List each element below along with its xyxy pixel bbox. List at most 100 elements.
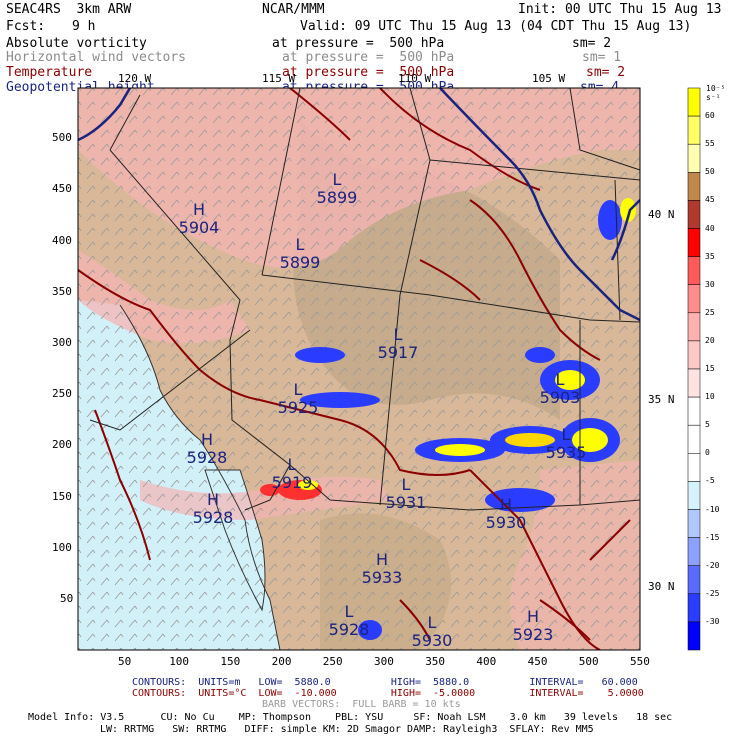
x-tick-label: 450 (527, 655, 548, 668)
init-time: Init: 00 UTC Thu 15 Aug 13 (518, 2, 722, 17)
pressure-center-value: 5899 (280, 253, 321, 272)
pressure-center-type: H (193, 200, 205, 219)
colorbar-level-label: 10 (705, 392, 715, 402)
forecast-label: Fcst: (6, 19, 46, 34)
colorbar-swatch (687, 312, 701, 342)
pressure-center-type: H (376, 550, 388, 569)
pressure-center-type: H (201, 430, 213, 449)
colorbar-level-label: -15 (705, 532, 720, 542)
colorbar-level-label: 50 (705, 167, 715, 177)
pressure-center-type: L (428, 613, 437, 632)
pressure-center-type: L (394, 325, 403, 344)
x-tick-label: 50 (118, 655, 132, 668)
pressure-center-value: 5935 (546, 443, 587, 462)
pressure-center-type: L (556, 370, 565, 389)
pressure-center-value: 5930 (412, 631, 453, 650)
organization: NCAR/MMM (262, 2, 325, 17)
colorbar-swatch (687, 284, 701, 314)
convection-cells (260, 198, 636, 640)
colorbar-swatch (687, 228, 701, 257)
y-tick-label: 500 (52, 131, 72, 145)
colorbar-swatch (687, 509, 701, 538)
pressure-center-type: L (562, 425, 571, 444)
colorbar-swatch (687, 340, 701, 370)
x-tick-label: 550 (630, 655, 650, 668)
colorbar-level-label: 15 (705, 364, 715, 373)
pressure-center-type: L (288, 455, 297, 474)
pressure-center-value: 5923 (513, 625, 554, 644)
colorbar-swatch (687, 368, 701, 398)
longitude-label-115w: 115 W (262, 72, 296, 85)
y-tick-label: 450 (52, 182, 72, 196)
pressure-center-value: 5933 (362, 568, 403, 587)
latitude-label-30n: 30 N (648, 580, 675, 593)
colorbar-swatch (687, 621, 701, 651)
pressure-center-value: 5899 (317, 188, 358, 207)
pressure-center-value: 5919 (272, 473, 313, 492)
colorbar-level-label: 25 (705, 307, 715, 317)
longitude-label-110w: 110 W (398, 72, 432, 85)
pressure-center-value: 5931 (386, 493, 427, 512)
latitude-label-40n: 40 N (648, 208, 675, 221)
baja-coastline (204, 469, 266, 612)
field-smooth-vorticity: sm= 2 (572, 36, 612, 51)
pressure-center-type: L (333, 170, 342, 189)
pressure-center-value: 5903 (540, 388, 581, 407)
height-contour-info: CONTOURS: UNITS=m LOW= 5880.0 HIGH= 5880… (132, 677, 638, 688)
coastline (119, 304, 281, 650)
model-info-line-1: Model Info: V3.5 CU: No Cu MP: Thompson … (28, 712, 673, 723)
colorbar-swatch (687, 115, 701, 145)
pressure-center-type: L (402, 475, 411, 494)
colorbar-level-label: 20 (705, 335, 715, 345)
colorbar-swatch (687, 593, 701, 623)
colorbar-level-label: -20 (705, 560, 720, 570)
y-tick-label: 50 (60, 592, 74, 605)
valid-time: Valid: 09 UTC Thu 15 Aug 13 (04 CDT Thu … (300, 19, 692, 34)
x-tick-label: 400 (476, 655, 497, 668)
colorbar-level-label: 30 (705, 279, 715, 289)
colorbar-level-label: 35 (705, 251, 715, 261)
pressure-center-type: L (296, 235, 305, 254)
y-tick-label: 350 (52, 284, 72, 298)
field-level-vorticity: at pressure = 500 hPa (272, 36, 445, 51)
temperature-contour-info: CONTOURS: UNITS=°C LOW= -10.000 HIGH= -5… (132, 688, 644, 699)
colorbar-level-label: 55 (705, 139, 715, 149)
pressure-center-type: L (345, 602, 354, 621)
colorbar-swatch (687, 200, 701, 229)
y-tick-label: 400 (52, 233, 72, 247)
pressure-center-type: H (527, 607, 539, 626)
colorbar-swatch (687, 143, 701, 173)
colorbar-units: 10⁻⁵ s⁻¹ (706, 84, 726, 102)
longitude-label-120w: 120 W (118, 72, 152, 85)
colorbar-level-label: 40 (705, 223, 715, 233)
x-tick-label: 150 (220, 655, 241, 668)
pressure-center-value: 5925 (278, 398, 319, 417)
field-name-wind: Horizontal wind vectors (6, 50, 187, 65)
colorbar-level-label: 0 (705, 448, 710, 458)
temperature-contours (78, 88, 631, 650)
pressure-center-value: 5904 (179, 218, 220, 237)
pressure-center-value: 5930 (486, 513, 527, 532)
colorbar-level-label: -10 (705, 504, 720, 514)
y-tick-label: 250 (52, 387, 72, 401)
colorbar-swatch (687, 453, 701, 482)
field-smooth-temperature: sm= 2 (586, 65, 626, 80)
colorbar-swatch (687, 396, 701, 426)
colorbar-level-label: -30 (705, 616, 720, 626)
model-name: SEAC4RS 3km ARW (6, 2, 132, 17)
pressure-center-value: 5928 (193, 508, 234, 527)
barb-info: BARB VECTORS: FULL BARB = 10 kts (262, 699, 461, 710)
x-tick-label: 300 (374, 655, 394, 668)
colorbar-swatch (687, 424, 701, 454)
y-tick-label: 300 (52, 336, 72, 349)
latitude-label-35n: 35 N (648, 393, 675, 406)
field-smooth-wind: sm= 1 (582, 50, 622, 65)
pressure-center-value: 5928 (187, 448, 228, 467)
colorbar-swatch (687, 565, 701, 595)
colorbar-level-label: 45 (705, 195, 715, 205)
colorbar-level-label: -5 (705, 476, 715, 486)
x-tick-label: 200 (271, 655, 292, 668)
colorbar-swatch (687, 481, 701, 510)
